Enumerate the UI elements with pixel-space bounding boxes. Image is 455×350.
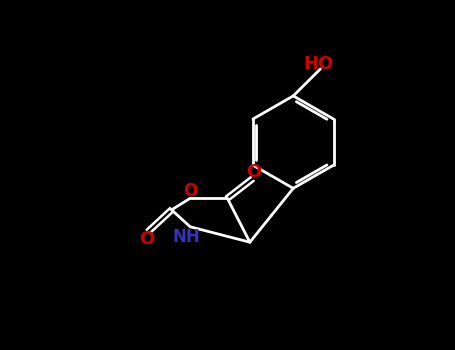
Text: NH: NH [172, 228, 200, 246]
Text: HO: HO [303, 55, 334, 72]
Text: O: O [183, 182, 197, 199]
Text: O: O [246, 163, 261, 181]
Text: O: O [139, 230, 154, 248]
